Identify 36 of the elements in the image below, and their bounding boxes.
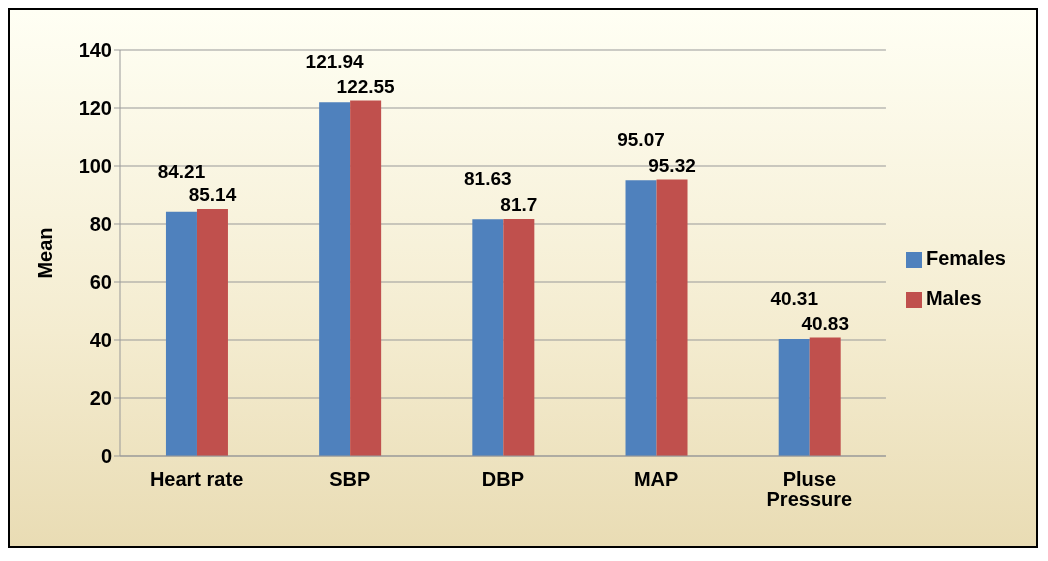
bar: [165, 211, 197, 456]
y-tick-label: 80: [89, 213, 112, 236]
y-tick-label: 20: [89, 387, 112, 410]
data-label: 81.7: [500, 194, 538, 216]
bar: [809, 337, 841, 456]
y-tick-label: 120: [78, 97, 112, 120]
data-label: 122.55: [336, 75, 396, 97]
y-tick-label: 0: [100, 445, 112, 468]
data-label: 40.83: [801, 312, 849, 334]
data-label: 95.07: [617, 129, 665, 151]
x-tick-label: MAP: [633, 468, 679, 491]
bar: [778, 339, 810, 456]
x-tick-label: SBP: [329, 468, 371, 491]
bar: [625, 180, 657, 456]
bar: [196, 209, 228, 456]
legend-label: Males: [925, 287, 982, 309]
x-tick-label: DBP: [481, 468, 525, 491]
x-tick-label: Heart rate: [149, 468, 244, 491]
y-axis-title: Mean: [34, 227, 57, 279]
bar: [319, 102, 351, 456]
y-tick-label: 60: [89, 271, 112, 294]
bar: [503, 219, 535, 456]
data-label: 40.31: [770, 288, 819, 310]
bar: [472, 219, 504, 456]
bar: [350, 100, 382, 456]
bar: [656, 179, 688, 456]
y-tick-label: 100: [78, 155, 112, 178]
data-label: 121.94: [305, 51, 365, 73]
data-label: 85.14: [188, 184, 237, 206]
legend-label: Females: [925, 247, 1006, 269]
x-tick-label: Pluse Pressure: [766, 468, 853, 511]
y-tick-label: 140: [78, 39, 112, 62]
data-label: 84.21: [157, 160, 206, 182]
y-tick-label: 40: [89, 329, 112, 352]
data-label: 81.63: [464, 168, 512, 190]
data-label: 95.32: [648, 154, 696, 176]
